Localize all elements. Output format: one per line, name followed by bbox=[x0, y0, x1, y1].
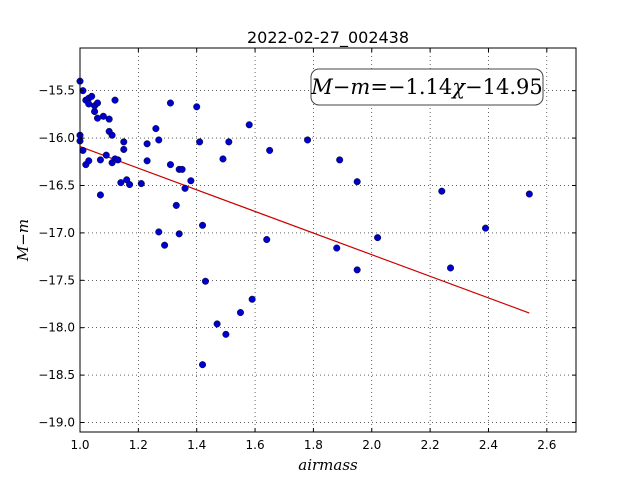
x-tick-label: 1.6 bbox=[246, 438, 265, 452]
y-tick-label: −18.5 bbox=[38, 368, 75, 382]
data-point bbox=[438, 187, 446, 195]
x-tick-label: 1.2 bbox=[129, 438, 148, 452]
data-point bbox=[201, 277, 209, 285]
data-point bbox=[178, 165, 186, 173]
data-point bbox=[353, 178, 361, 186]
data-point bbox=[447, 264, 455, 272]
data-point bbox=[225, 138, 233, 146]
y-axis-label: M−m bbox=[14, 219, 32, 262]
data-point bbox=[120, 138, 128, 146]
points-group bbox=[76, 77, 533, 369]
data-point bbox=[236, 309, 244, 317]
data-point bbox=[111, 96, 119, 104]
fit-line-group bbox=[79, 146, 530, 314]
y-tick-label: −18.0 bbox=[38, 321, 75, 335]
y-tick-label: −16.0 bbox=[38, 131, 75, 145]
data-point bbox=[193, 103, 201, 111]
fit-equation: M−m=−1.14χ−14.95 bbox=[310, 75, 542, 99]
data-point bbox=[266, 146, 274, 154]
data-point bbox=[79, 146, 87, 154]
data-point bbox=[143, 157, 151, 165]
data-point bbox=[105, 115, 113, 123]
data-point bbox=[336, 156, 344, 164]
data-point bbox=[199, 361, 207, 369]
annotation-box: M−m=−1.14χ−14.95 bbox=[310, 68, 544, 106]
x-ticks: 1.0 1.2 1.4 1.6 1.8 2.0 2.2 2.4 2.6 bbox=[70, 48, 556, 452]
x-tick-label: 1.4 bbox=[187, 438, 206, 452]
data-point bbox=[525, 190, 533, 198]
fit-line bbox=[79, 146, 530, 314]
data-point bbox=[304, 136, 312, 144]
data-point bbox=[482, 224, 490, 232]
y-tick-label: −16.5 bbox=[38, 178, 75, 192]
x-tick-label: 2.0 bbox=[362, 438, 381, 452]
data-point bbox=[99, 112, 107, 120]
data-point bbox=[96, 156, 104, 164]
data-point bbox=[96, 191, 104, 199]
data-point bbox=[166, 99, 174, 107]
data-point bbox=[374, 234, 382, 242]
data-point bbox=[263, 236, 271, 244]
y-tick-label: −19.0 bbox=[38, 416, 75, 430]
data-point bbox=[353, 266, 361, 274]
data-point bbox=[94, 99, 102, 107]
x-tick-label: 1.0 bbox=[70, 438, 89, 452]
data-point bbox=[120, 145, 128, 153]
y-tick-label: −17.5 bbox=[38, 273, 75, 287]
chart-title: 2022-02-27_002438 bbox=[247, 28, 409, 48]
data-point bbox=[245, 121, 253, 129]
x-tick-label: 2.4 bbox=[479, 438, 498, 452]
y-tick-label: −17.0 bbox=[38, 226, 75, 240]
data-point bbox=[155, 136, 163, 144]
data-point bbox=[172, 201, 180, 209]
data-point bbox=[143, 140, 151, 148]
y-tick-label: −15.5 bbox=[38, 84, 75, 98]
data-point bbox=[117, 179, 125, 187]
x-tick-label: 1.8 bbox=[304, 438, 323, 452]
data-point bbox=[181, 184, 189, 192]
annotation-frame bbox=[310, 68, 544, 106]
data-point bbox=[166, 161, 174, 169]
y-ticks: −15.5 −16.0 −16.5 −17.0 −17.5 −18.0 −18.5 −19.0 bbox=[38, 84, 576, 430]
grid bbox=[79, 48, 576, 432]
data-point bbox=[126, 181, 134, 189]
data-point bbox=[219, 155, 227, 163]
data-point bbox=[222, 330, 230, 338]
data-point bbox=[85, 157, 93, 165]
data-point bbox=[102, 151, 110, 159]
data-point bbox=[196, 138, 204, 146]
data-point bbox=[213, 320, 221, 328]
data-point bbox=[199, 221, 207, 229]
data-point bbox=[175, 230, 183, 238]
x-axis-label: airmass bbox=[298, 456, 358, 474]
data-point bbox=[155, 228, 163, 236]
data-point bbox=[137, 180, 145, 188]
data-point bbox=[108, 131, 116, 139]
data-point bbox=[152, 125, 160, 133]
data-point bbox=[248, 295, 256, 303]
plot-frame bbox=[79, 47, 577, 433]
data-point bbox=[85, 100, 93, 108]
data-point bbox=[114, 156, 122, 164]
x-tick-label: 2.6 bbox=[537, 438, 556, 452]
data-point bbox=[161, 241, 169, 249]
data-point bbox=[88, 92, 96, 100]
data-point bbox=[187, 177, 195, 185]
data-point bbox=[94, 114, 102, 122]
data-point bbox=[333, 244, 341, 252]
x-tick-label: 2.2 bbox=[421, 438, 440, 452]
